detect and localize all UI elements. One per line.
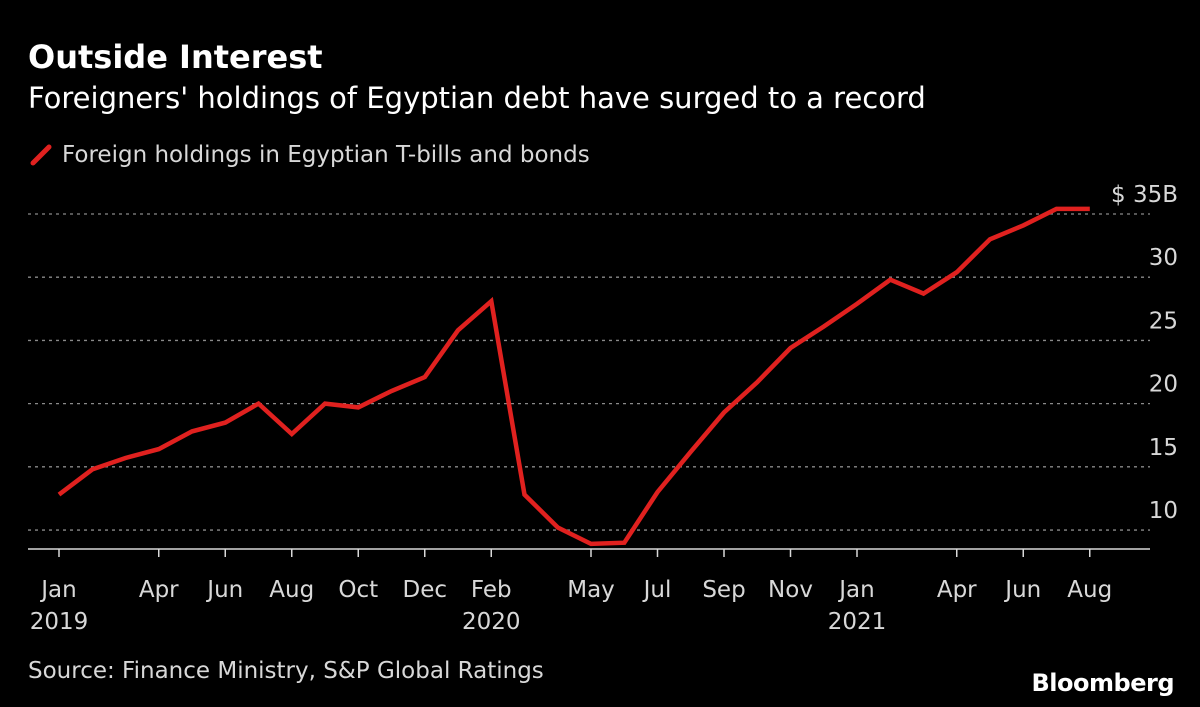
y-tick-label: 15 [1149, 435, 1178, 461]
x-tick-year-label: 2021 [828, 609, 887, 635]
series-line [57, 206, 1090, 547]
x-tick-label: Feb [471, 577, 512, 603]
y-tick-label: 30 [1149, 245, 1178, 271]
x-tick-label: Jan [837, 577, 874, 603]
legend-label: Foreign holdings in Egyptian T-bills and… [62, 142, 590, 168]
x-tick-label: May [567, 577, 615, 603]
x-tick-label: Aug [269, 577, 314, 603]
x-tick-year-label: 2020 [462, 609, 521, 635]
x-tick-label: Jan [39, 577, 76, 603]
x-tick-label: Apr [139, 577, 179, 603]
x-tick-label: Jul [642, 577, 672, 603]
bloomberg-logo: Bloomberg [1031, 669, 1175, 697]
x-tick-label: Apr [937, 577, 977, 603]
series-group [57, 206, 1090, 547]
y-tick-label: 10 [1149, 498, 1178, 524]
x-tick-year-label: 2019 [30, 609, 89, 635]
x-tick-label: Jun [1003, 577, 1041, 603]
y-tick-label: 25 [1149, 308, 1178, 334]
y-axis: 10 15 20 25 30 $ 35B [1111, 182, 1178, 524]
x-tick-label: Aug [1067, 577, 1112, 603]
x-axis: Jan 2019 Apr Jun Aug Oct Dec Feb 2020 May Jul Sep No… [28, 548, 1150, 635]
legend-swatch [30, 144, 52, 166]
x-tick-label: Sep [702, 577, 745, 603]
x-tick-label: Dec [402, 577, 447, 603]
y-tick-label: 20 [1149, 372, 1178, 398]
x-tick-label: Jun [205, 577, 243, 603]
y-tick-label: $ 35B [1111, 182, 1178, 208]
chart-title: Outside Interest [28, 38, 323, 76]
gridlines [28, 213, 1150, 531]
legend: Foreign holdings in Egyptian T-bills and… [30, 142, 590, 168]
chart-subtitle: Foreigners' holdings of Egyptian debt ha… [28, 81, 926, 115]
x-tick-label: Nov [768, 577, 813, 603]
x-tick-label: Oct [338, 577, 378, 603]
source-note: Source: Finance Ministry, S&P Global Rat… [28, 658, 544, 684]
